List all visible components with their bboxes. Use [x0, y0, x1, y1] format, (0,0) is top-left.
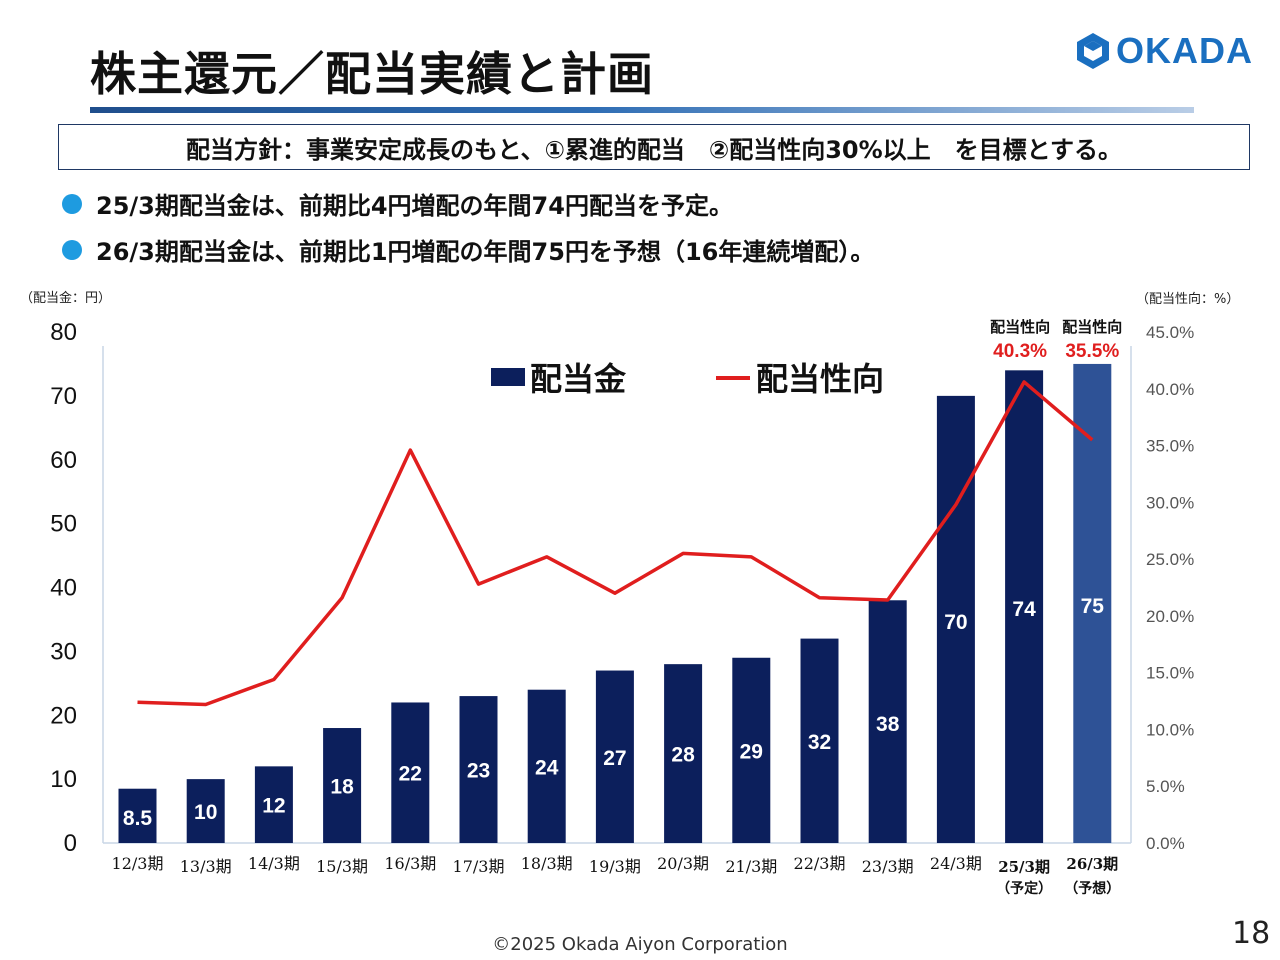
dividend-bar-label: 74 — [1012, 598, 1036, 621]
dividend-bar — [1073, 363, 1112, 843]
x-axis-category-label: 24/3期 — [930, 854, 982, 873]
dividend-bar — [254, 766, 293, 843]
left-axis-tick-label: 80 — [50, 319, 77, 346]
right-axis-tick-label: 20.0% — [1146, 607, 1194, 626]
company-logo: OKADA — [1076, 30, 1253, 72]
left-axis-tick-label: 10 — [50, 766, 77, 793]
dividend-bar-label: 24 — [535, 756, 559, 779]
dividend-bar — [118, 788, 157, 843]
left-axis-tick-label: 30 — [50, 638, 77, 665]
logo-text: OKADA — [1116, 30, 1253, 71]
dividend-bar — [868, 600, 907, 843]
left-axis-tick-label: 50 — [50, 511, 77, 538]
dividend-bar-label: 10 — [194, 801, 217, 824]
x-axis-category-label: 16/3期 — [384, 854, 436, 873]
right-axis-tick-label: 30.0% — [1146, 493, 1194, 512]
legend-bar-swatch — [491, 368, 525, 386]
x-axis-category-note: （予定） — [996, 880, 1052, 897]
payout-annotation-value: 40.3% — [993, 341, 1047, 362]
dividend-bar-label: 27 — [603, 747, 626, 770]
dividend-policy-text: 配当方針：事業安定成長のもと、①累進的配当 ②配当性向30%以上 を目標とする。 — [186, 135, 1122, 164]
dividend-bar-label: 70 — [944, 611, 967, 634]
right-axis-tick-label: 10.0% — [1146, 720, 1194, 739]
dividend-bar-label: 75 — [1081, 595, 1105, 618]
dividend-bar — [732, 657, 771, 843]
x-axis-category-label: 14/3期 — [248, 854, 300, 873]
x-axis-category-label: 12/3期 — [112, 854, 164, 873]
payout-annotation-label: 配当性向 — [990, 318, 1050, 336]
okada-logo-icon — [1077, 33, 1109, 69]
bullet-text: 25/3期配当金は、前期比4円増配の年間74円配当を予定。 — [96, 192, 733, 220]
left-axis-tick-label: 0 — [64, 830, 77, 857]
dividend-bar-label: 32 — [808, 731, 831, 754]
right-axis-tick-label: 25.0% — [1146, 550, 1194, 569]
dividend-bar-label: 12 — [262, 795, 285, 818]
payout-annotation-label: 配当性向 — [1062, 318, 1122, 336]
x-axis-category-label: 18/3期 — [521, 854, 573, 873]
x-axis-category-label: 21/3期 — [725, 857, 777, 876]
dividend-bar-label: 22 — [399, 763, 422, 786]
dividend-bar-label: 23 — [467, 760, 490, 783]
bullet-text: 26/3期配当金は、前期比1円増配の年間75円を予想（16年連続増配）。 — [96, 238, 875, 266]
dividend-bar — [664, 664, 703, 843]
left-axis-unit: （配当金：円） — [20, 291, 112, 306]
dividend-bar-label: 29 — [740, 740, 763, 763]
title-underline — [90, 107, 1194, 113]
x-axis-category-label: 20/3期 — [657, 854, 709, 873]
x-axis-category-label: 23/3期 — [862, 857, 914, 876]
right-axis-tick-label: 0.0% — [1146, 834, 1185, 853]
x-axis-category-label: 22/3期 — [794, 854, 846, 873]
payout-ratio-line — [137, 380, 1094, 707]
right-axis-tick-label: 40.0% — [1146, 380, 1194, 399]
x-axis-category-note: （予想） — [1064, 880, 1120, 897]
page-title: 株主還元／配当実績と計画 — [90, 47, 654, 101]
left-axis-tick-label: 60 — [50, 447, 77, 474]
dividend-policy: 配当方針：事業安定成長のもと、①累進的配当 ②配当性向30%以上 を目標とする。 — [58, 124, 1250, 170]
dividend-bar — [323, 728, 362, 843]
x-axis-category-label: 26/3期 — [1066, 855, 1118, 873]
dividend-bar — [459, 696, 498, 843]
dividend-bar — [595, 670, 634, 843]
dividend-bar — [186, 779, 225, 843]
page-number: 18 — [1232, 916, 1271, 951]
dividend-bar — [527, 689, 566, 843]
dividend-bar — [391, 702, 430, 843]
legend-line-label: 配当性向 — [756, 360, 884, 398]
copyright: ©2025 Okada Aiyon Corporation — [492, 934, 788, 955]
x-axis-category-label: 15/3期 — [316, 857, 368, 876]
bullet-item: 25/3期配当金は、前期比4円増配の年間74円配当を予定。 — [62, 186, 733, 221]
x-axis-category-label: 17/3期 — [453, 857, 505, 876]
right-axis-tick-label: 15.0% — [1146, 664, 1194, 683]
dividend-bar-label: 28 — [671, 744, 695, 767]
right-axis-unit: （配当性向：%） — [1136, 292, 1240, 307]
dividend-bar-label: 8.5 — [123, 807, 153, 830]
left-axis-tick-label: 70 — [50, 383, 77, 410]
legend-bar-label: 配当金 — [530, 360, 627, 398]
dividend-bar — [936, 395, 975, 843]
dividend-bar-label: 18 — [330, 776, 354, 799]
right-axis-tick-label: 35.0% — [1146, 437, 1194, 456]
payout-annotation-value: 35.5% — [1065, 341, 1119, 362]
x-axis-category-label: 19/3期 — [589, 857, 641, 876]
bullet-dot-icon — [62, 239, 82, 260]
dividend-bar — [1005, 370, 1044, 843]
left-axis-tick-label: 20 — [50, 702, 77, 729]
bullet-dot-icon — [62, 193, 82, 214]
x-axis-category-label: 13/3期 — [180, 857, 232, 876]
bullet-item: 26/3期配当金は、前期比1円増配の年間75円を予想（16年連続増配）。 — [62, 232, 874, 267]
left-axis-tick-label: 40 — [50, 575, 77, 602]
right-axis-tick-label: 45.0% — [1146, 323, 1194, 342]
dividend-bar — [800, 638, 839, 843]
dividend-bar-label: 38 — [876, 713, 900, 736]
x-axis-category-label: 25/3期 — [998, 858, 1050, 876]
right-axis-tick-label: 5.0% — [1146, 777, 1185, 796]
